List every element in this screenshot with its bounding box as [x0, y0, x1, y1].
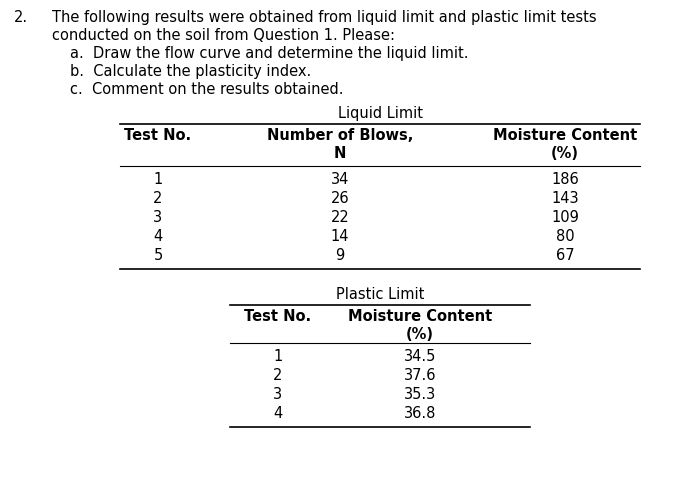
Text: 3: 3	[273, 387, 283, 402]
Text: 3: 3	[153, 210, 162, 225]
Text: 34: 34	[331, 172, 350, 187]
Text: b.  Calculate the plasticity index.: b. Calculate the plasticity index.	[70, 64, 311, 79]
Text: 4: 4	[273, 406, 283, 421]
Text: 5: 5	[153, 248, 162, 263]
Text: Test No.: Test No.	[244, 309, 312, 324]
Text: 22: 22	[331, 210, 350, 225]
Text: 9: 9	[335, 248, 345, 263]
Text: 34.5: 34.5	[404, 349, 436, 364]
Text: Plastic Limit: Plastic Limit	[336, 287, 424, 302]
Text: 109: 109	[551, 210, 579, 225]
Text: N: N	[334, 146, 346, 161]
Text: 36.8: 36.8	[404, 406, 436, 421]
Text: Number of Blows,: Number of Blows,	[267, 128, 413, 143]
Text: 80: 80	[556, 229, 574, 244]
Text: 35.3: 35.3	[404, 387, 436, 402]
Text: 1: 1	[273, 349, 283, 364]
Text: Test No.: Test No.	[125, 128, 191, 143]
Text: 143: 143	[551, 191, 579, 206]
Text: 2.: 2.	[14, 10, 28, 25]
Text: conducted on the soil from Question 1. Please:: conducted on the soil from Question 1. P…	[52, 28, 395, 43]
Text: 4: 4	[153, 229, 162, 244]
Text: Liquid Limit: Liquid Limit	[338, 106, 422, 121]
Text: 14: 14	[331, 229, 350, 244]
Text: c.  Comment on the results obtained.: c. Comment on the results obtained.	[70, 82, 343, 97]
Text: (%): (%)	[551, 146, 579, 161]
Text: a.  Draw the flow curve and determine the liquid limit.: a. Draw the flow curve and determine the…	[70, 46, 469, 61]
Text: The following results were obtained from liquid limit and plastic limit tests: The following results were obtained from…	[52, 10, 596, 25]
Text: 2: 2	[153, 191, 162, 206]
Text: 67: 67	[556, 248, 574, 263]
Text: 186: 186	[551, 172, 579, 187]
Text: (%): (%)	[406, 327, 434, 342]
Text: 2: 2	[273, 368, 283, 383]
Text: 37.6: 37.6	[404, 368, 436, 383]
Text: 26: 26	[331, 191, 350, 206]
Text: Moisture Content: Moisture Content	[348, 309, 492, 324]
Text: 1: 1	[153, 172, 162, 187]
Text: Moisture Content: Moisture Content	[493, 128, 637, 143]
